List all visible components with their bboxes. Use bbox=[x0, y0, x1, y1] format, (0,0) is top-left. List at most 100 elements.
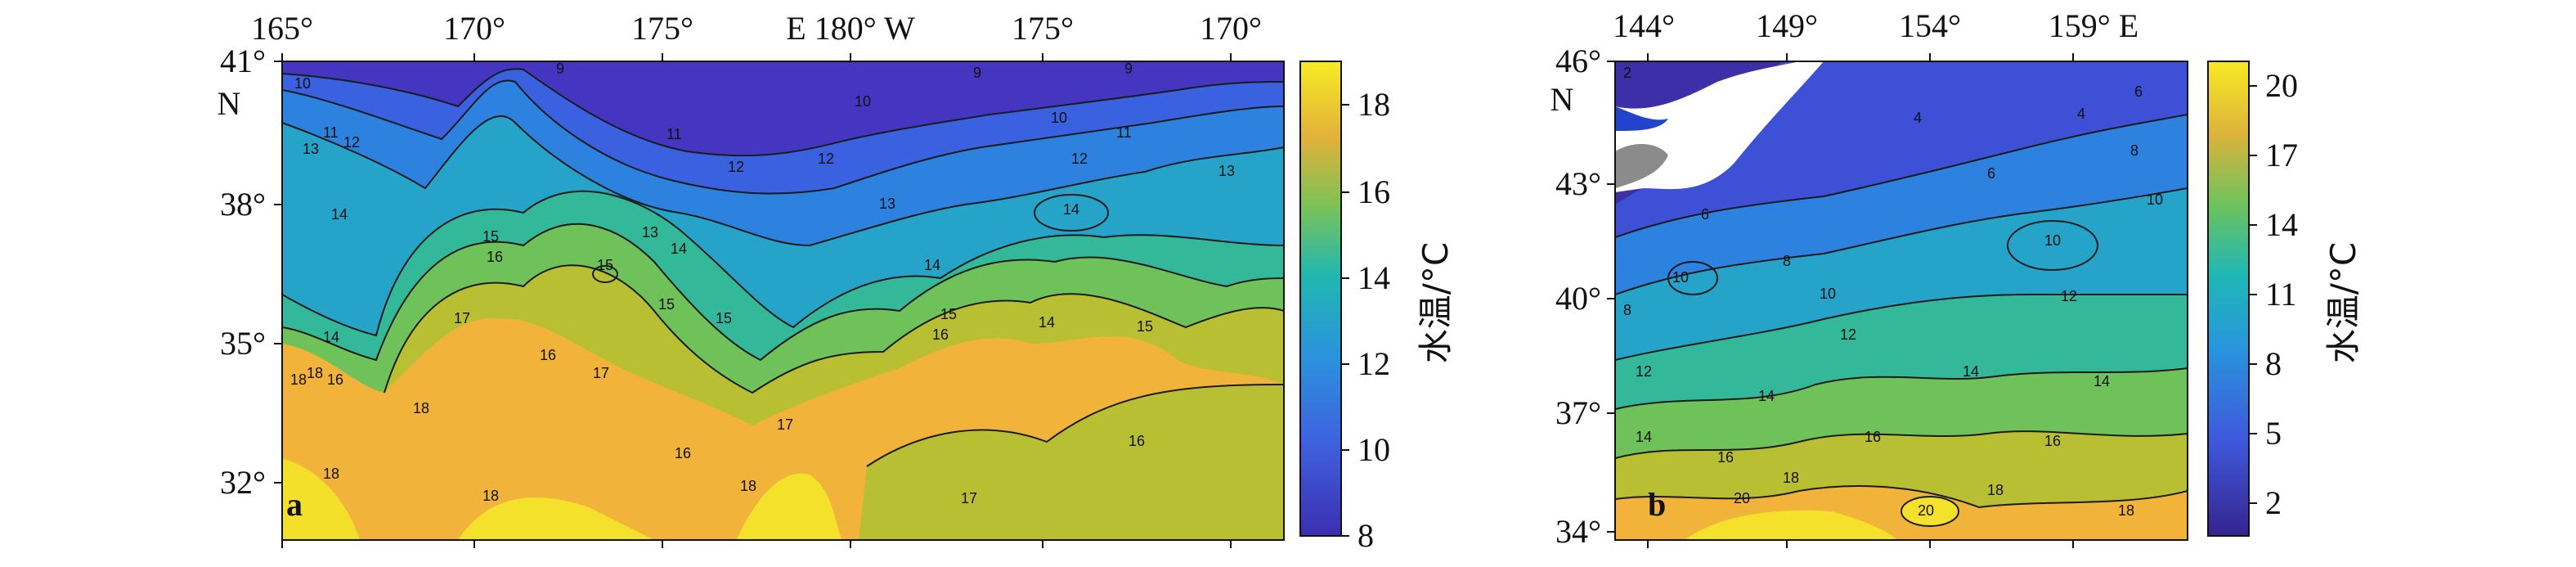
panel-b-y-axis: 46° N 43° 40° 37° 34° bbox=[1551, 43, 1615, 550]
x-tick-label: 170° bbox=[1200, 10, 1262, 47]
isotherm-label: 14 bbox=[323, 329, 339, 345]
isotherm-label: 15 bbox=[482, 228, 499, 245]
isotherm-label: 15 bbox=[940, 306, 957, 322]
isotherm-label: 15 bbox=[658, 296, 675, 313]
y-tick-label: 40° bbox=[1555, 280, 1601, 317]
panel-b-frame bbox=[1614, 61, 2188, 541]
panel-b-x-axis: 144° 149° 154° 159° E bbox=[1613, 7, 2138, 548]
isotherm-label: 8 bbox=[1783, 253, 1791, 269]
isotherm-label: 12 bbox=[343, 134, 360, 151]
colorbar-tick: 8 bbox=[1358, 517, 1374, 554]
y-tick-label: 35° bbox=[220, 325, 266, 362]
isotherm-label: 9 bbox=[1124, 61, 1133, 77]
isotherm-label: 15 bbox=[597, 257, 613, 273]
isotherm-label: 16 bbox=[487, 249, 503, 265]
y-tick-label: 34° bbox=[1555, 513, 1601, 550]
colorbar-tick: 18 bbox=[1358, 86, 1390, 123]
x-tick-label: E 180° W bbox=[786, 10, 915, 47]
isotherm-label: 18 bbox=[1987, 482, 2004, 498]
isotherm-label: 16 bbox=[327, 371, 343, 388]
y-tick-label: 38° bbox=[220, 186, 266, 223]
isotherm-label: 12 bbox=[728, 159, 744, 175]
isotherm-label: 16 bbox=[932, 326, 949, 343]
panel-a-map: 9 9 9 10 10 10 11 11 11 12 12 12 12 13 1… bbox=[282, 61, 1284, 540]
isotherm-label: 10 bbox=[1051, 110, 1067, 126]
isotherm-label: 6 bbox=[2134, 83, 2143, 100]
panel-a-frame bbox=[281, 61, 1285, 541]
panel-letter: a bbox=[286, 486, 303, 523]
panel-a-x-axis: 165° 170° 175° E 180° W 175° 170° bbox=[251, 10, 1262, 548]
isotherm-label: 17 bbox=[454, 310, 470, 326]
isotherm-label: 6 bbox=[1987, 165, 1995, 182]
isotherm-label: 9 bbox=[556, 61, 564, 77]
colorbar-tick: 17 bbox=[2265, 137, 2298, 173]
y-tick-label: 32° bbox=[220, 464, 266, 501]
isotherm-label: 17 bbox=[961, 490, 977, 506]
isotherm-label: 11 bbox=[666, 126, 682, 142]
y-tick-label: 43° bbox=[1555, 165, 1601, 202]
isotherm-label: 6 bbox=[1701, 206, 1709, 223]
panel-b-colorbar: 20 17 14 11 8 5 2 水温/°C bbox=[2207, 61, 2363, 537]
isotherm-label: 12 bbox=[1071, 151, 1088, 167]
isotherm-label: 18 bbox=[323, 466, 339, 482]
x-tick-label: 144° bbox=[1613, 7, 1675, 44]
isotherm-label: 16 bbox=[1865, 429, 1881, 445]
hemisphere-label: N bbox=[218, 85, 241, 122]
isotherm-label: 8 bbox=[1623, 302, 1631, 318]
isotherm-label: 11 bbox=[323, 124, 339, 141]
x-tick-label: 159° E bbox=[2049, 7, 2138, 44]
isotherm-label: 13 bbox=[642, 224, 658, 241]
isotherm-label: 14 bbox=[924, 257, 940, 273]
isotherm-label: 18 bbox=[2118, 502, 2134, 519]
isotherm-label: 10 bbox=[855, 93, 871, 110]
x-tick-label: 154° bbox=[1899, 7, 1961, 44]
isotherm-label: 10 bbox=[1820, 286, 1836, 302]
colorbar-tick: 10 bbox=[1358, 431, 1390, 468]
isotherm-label: 12 bbox=[1840, 326, 1856, 343]
isotherm-label: 8 bbox=[2130, 142, 2138, 159]
isotherm-label: 11 bbox=[1116, 124, 1132, 141]
isotherm-label: 12 bbox=[1636, 363, 1652, 380]
isotherm-label: 18 bbox=[307, 365, 323, 381]
isotherm-label: 18 bbox=[482, 488, 499, 504]
isotherm-label: 14 bbox=[331, 206, 348, 223]
isotherm-label: 13 bbox=[303, 141, 319, 157]
isotherm-label: 12 bbox=[818, 151, 834, 167]
isotherm-label: 2 bbox=[1623, 65, 1631, 81]
hemisphere-label: N bbox=[1551, 81, 1574, 118]
isotherm-label: 17 bbox=[777, 416, 793, 433]
x-tick-label: 175° bbox=[631, 10, 693, 47]
isotherm-label: 13 bbox=[879, 196, 895, 212]
isotherm-label: 4 bbox=[2077, 106, 2085, 122]
isotherm-label: 16 bbox=[675, 445, 691, 461]
x-tick-label: 165° bbox=[251, 10, 313, 47]
x-tick-label: 170° bbox=[443, 10, 505, 47]
isotherm-label: 16 bbox=[2044, 433, 2061, 449]
isotherm-label: 16 bbox=[1129, 433, 1145, 449]
panel-b-map: 2 4 4 6 6 6 8 8 8 10 10 10 10 12 12 12 1… bbox=[1615, 61, 2188, 540]
panel-letter: b bbox=[1648, 486, 1666, 523]
isotherm-label: 14 bbox=[1963, 363, 1979, 380]
isotherm-label: 14 bbox=[2094, 373, 2110, 389]
isotherm-label: 10 bbox=[1672, 269, 1689, 286]
isotherm-label: 14 bbox=[1636, 429, 1652, 445]
isotherm-label: 20 bbox=[1734, 490, 1750, 506]
x-tick-label: 149° bbox=[1756, 7, 1818, 44]
isotherm-label: 14 bbox=[671, 241, 687, 257]
isotherm-label: 14 bbox=[1758, 388, 1775, 404]
isotherm-label: 20 bbox=[1918, 502, 1934, 519]
colorbar-tick: 16 bbox=[1358, 173, 1390, 210]
colorbar-tick: 12 bbox=[1358, 345, 1390, 382]
x-tick-label: 175° bbox=[1012, 10, 1074, 47]
isotherm-label: 10 bbox=[2147, 191, 2163, 208]
colorbar-tick: 11 bbox=[2265, 276, 2297, 313]
panel-a-y-axis: 41° N 38° 35° 32° bbox=[218, 43, 282, 501]
isotherm-label: 13 bbox=[1218, 163, 1235, 179]
colorbar-tick: 5 bbox=[2265, 415, 2282, 452]
y-tick-label: 41° bbox=[220, 43, 266, 79]
colorbar-tick: 14 bbox=[2265, 206, 2298, 243]
isotherm-label: 18 bbox=[740, 478, 756, 494]
isotherm-label: 4 bbox=[1914, 110, 1922, 126]
isotherm-label: 10 bbox=[294, 75, 311, 92]
